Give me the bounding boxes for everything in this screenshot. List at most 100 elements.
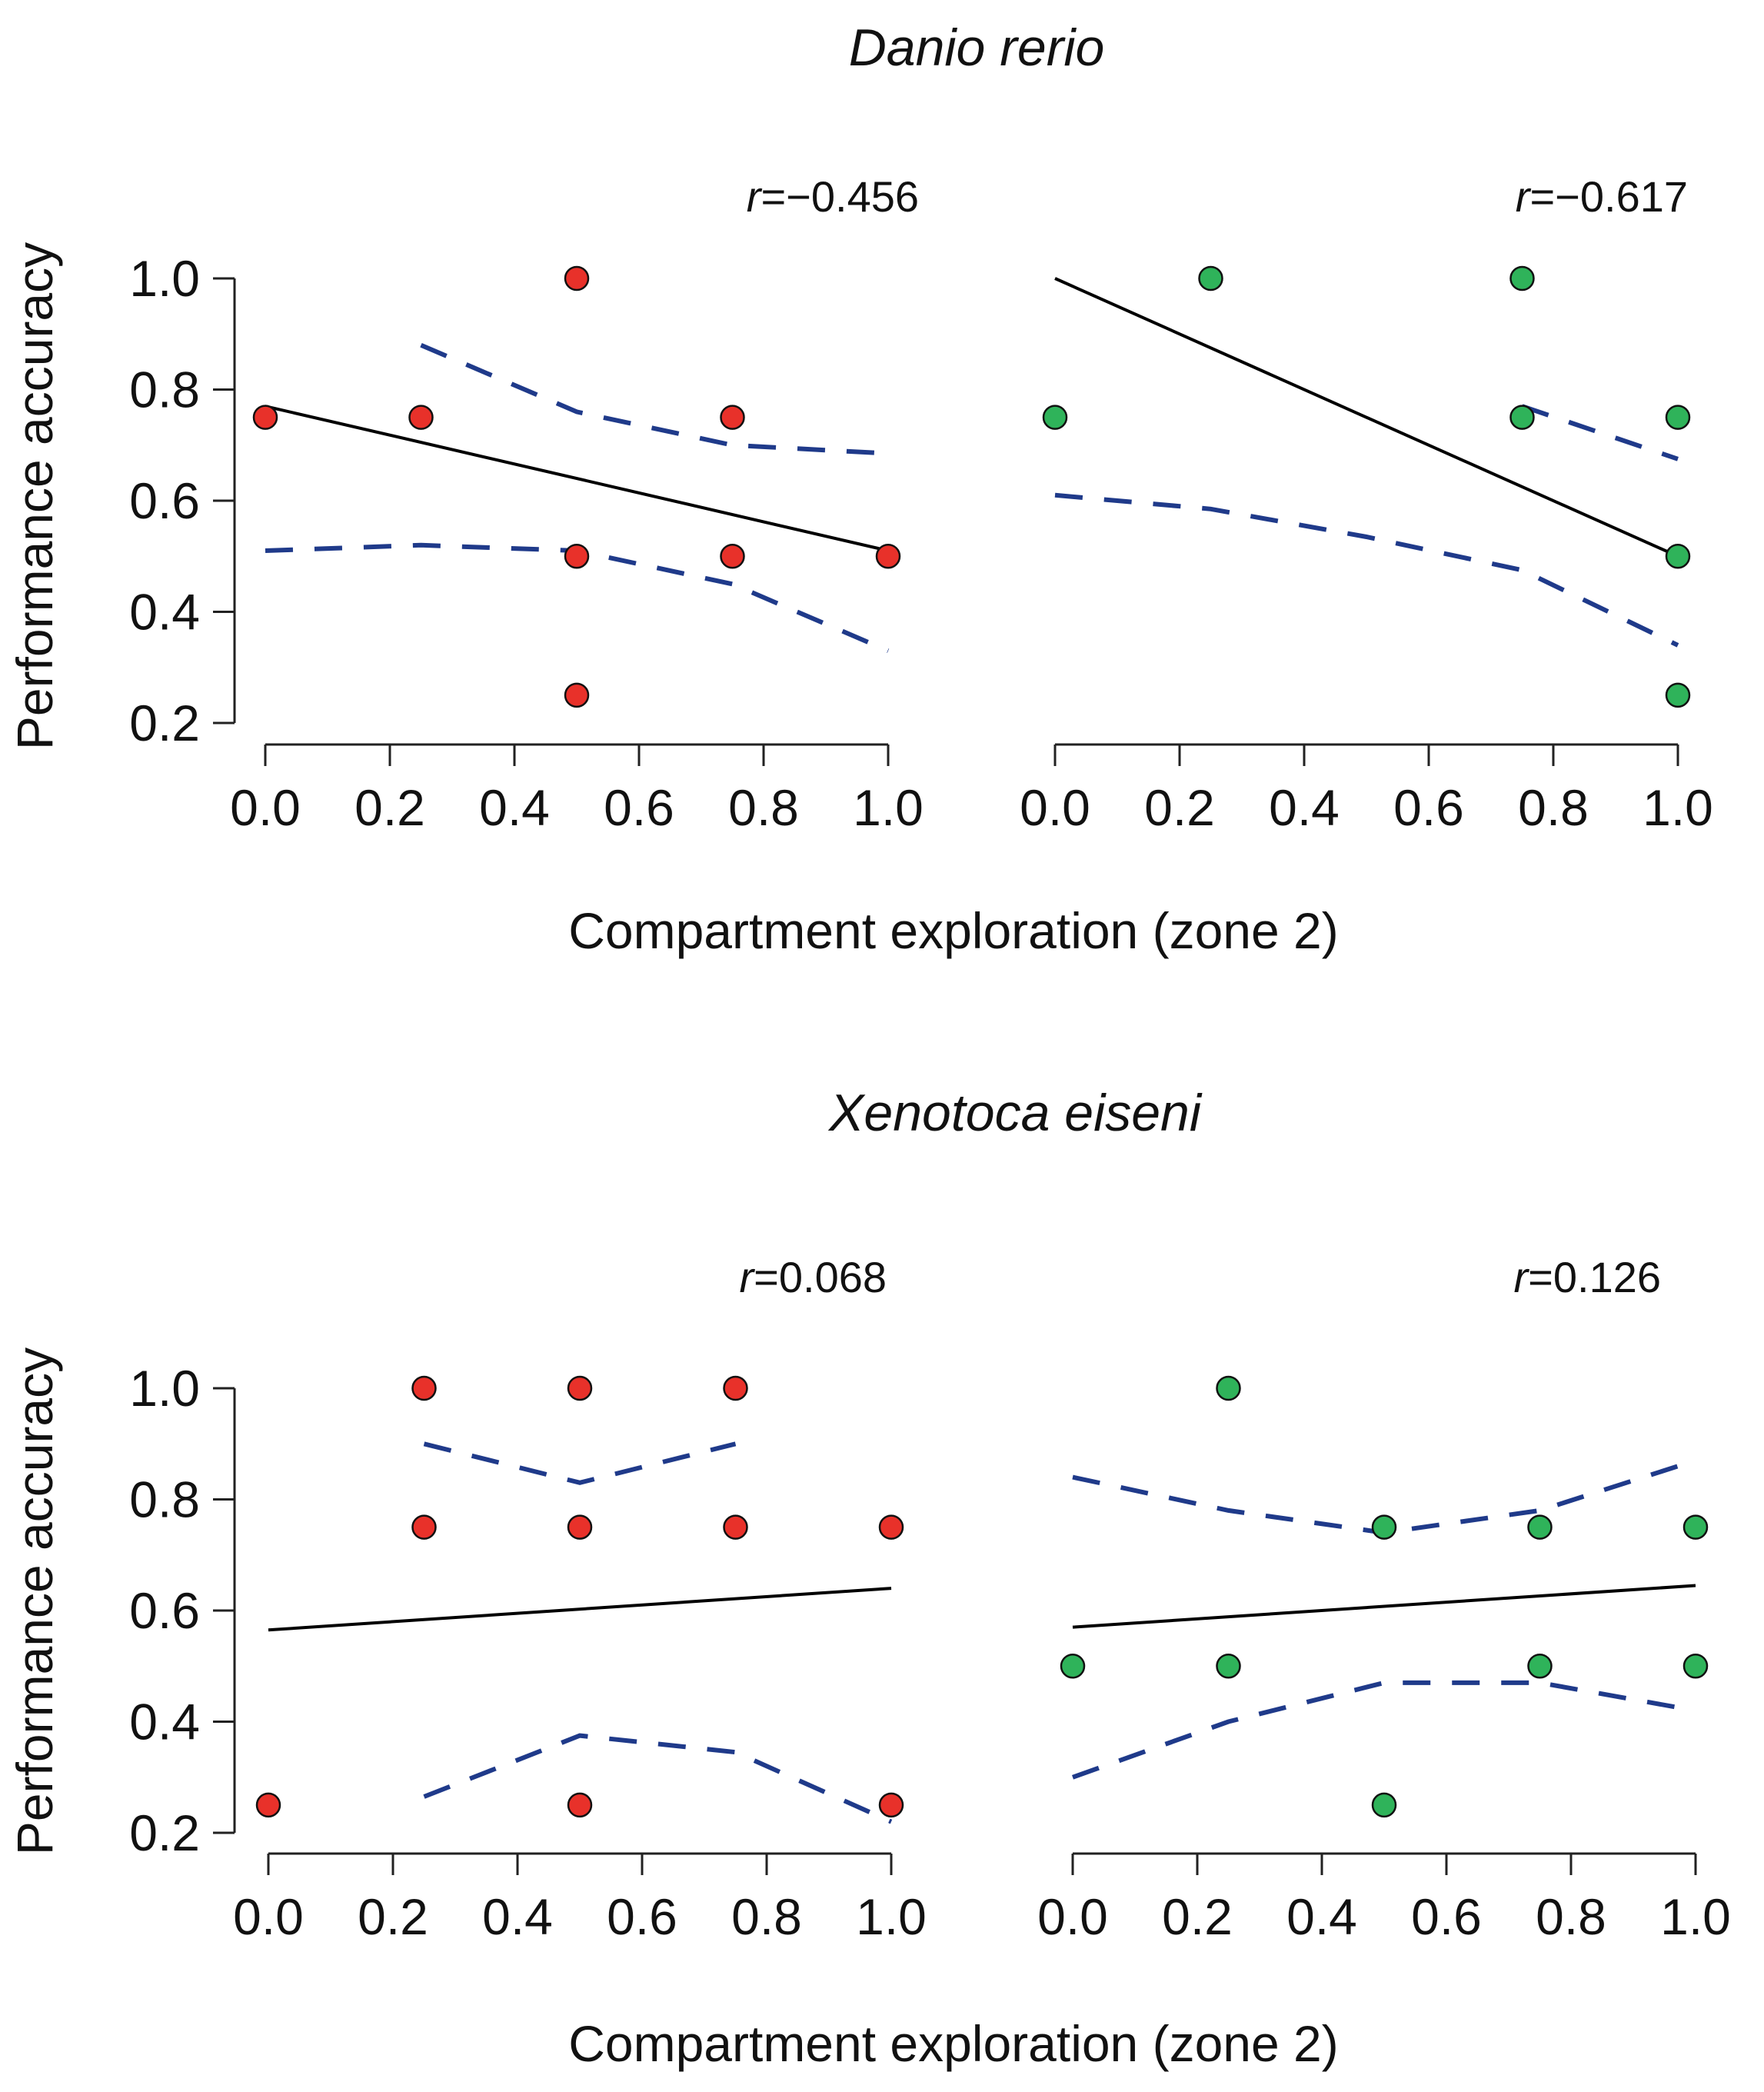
data-point (564, 265, 590, 291)
data-point (567, 1792, 593, 1818)
y-tick-label: 0.4 (129, 1694, 200, 1751)
data-point (723, 1375, 748, 1401)
data-point (1216, 1375, 1241, 1401)
data-point (1216, 1654, 1241, 1679)
data-point (411, 1375, 437, 1401)
data-point (411, 1514, 437, 1540)
x-axis-title-danio: Compartment exploration (zone 2) (568, 902, 1338, 959)
x-tick-label: 0.6 (607, 1888, 677, 1945)
data-point (1198, 265, 1223, 291)
x-tick-label: 0.2 (354, 779, 425, 836)
data-point (1665, 405, 1691, 430)
plot-danio-rerio-green: r=−0.617 0.0 0.2 0.4 0.6 0.8 1.0 (1020, 172, 1713, 836)
data-point (564, 544, 590, 569)
y-tick-label: 1.0 (129, 250, 200, 307)
correlation-value: =−0.456 (761, 172, 919, 221)
x-tick-label: 0.8 (1536, 1888, 1606, 1945)
data-point (1665, 544, 1691, 569)
data-point (1042, 405, 1068, 430)
data-point (567, 1514, 593, 1540)
x-tick-label: 0.4 (482, 1888, 553, 1945)
x-tick-label: 0.0 (1037, 1888, 1108, 1945)
confidence-band-lower (1054, 492, 1679, 648)
data-point (1060, 1654, 1086, 1679)
correlation-symbol: r (740, 1253, 756, 1301)
data-point (1527, 1654, 1553, 1679)
x-tick-label: 0.0 (233, 1888, 304, 1945)
data-point (1371, 1792, 1397, 1818)
data-point (1682, 1654, 1709, 1679)
x-tick-label: 0.2 (1162, 1888, 1233, 1945)
x-tick-label: 0.8 (1518, 779, 1589, 836)
data-point (1509, 405, 1535, 430)
title-danio-rerio: Danio rerio (849, 18, 1105, 77)
data-point (255, 1792, 281, 1818)
data-point (1527, 1514, 1553, 1540)
data-point (720, 544, 745, 569)
x-tick-label: 1.0 (1660, 1888, 1731, 1945)
data-point (878, 1792, 904, 1818)
y-tick-label: 0.2 (129, 1804, 200, 1861)
x-tick-label: 0.2 (358, 1888, 428, 1945)
x-tick-label: 1.0 (853, 779, 924, 836)
data-point (720, 405, 745, 430)
y-tick-label: 0.2 (129, 695, 200, 751)
plot-xenotoca-eiseni-red: r=0.068 0.0 0.2 0.4 0.6 0.8 1.0 0.2 0.4 0.6 0.8 1.0 (129, 1253, 927, 1945)
correlation-symbol: r (747, 172, 763, 221)
confidence-band-upper (423, 1441, 737, 1485)
x-tick-label: 1.0 (1643, 779, 1713, 836)
data-point (1509, 265, 1535, 291)
y-axis-title-xenotoca: Performance accuracy (6, 1347, 63, 1855)
x-tick-label: 0.4 (1269, 779, 1340, 836)
y-tick-label: 1.0 (129, 1360, 200, 1417)
data-point (878, 1514, 904, 1540)
plot-danio-rerio-red: r=−0.456 0.0 0.2 0.4 0.6 0.8 1.0 0.2 0.4 0.6 0.8 1.… (129, 172, 924, 836)
x-tick-label: 0.6 (1393, 779, 1464, 836)
data-point (564, 682, 590, 708)
x-tick-label: 0.2 (1144, 779, 1215, 836)
regression-line (265, 405, 889, 552)
x-tick-label: 0.4 (1286, 1888, 1357, 1945)
y-tick-label: 0.4 (129, 584, 200, 641)
confidence-band-lower (423, 1733, 893, 1824)
regression-line (268, 1587, 892, 1632)
x-tick-label: 0.6 (604, 779, 674, 836)
correlation-symbol: r (1514, 1253, 1530, 1301)
correlation-value: =0.126 (1528, 1253, 1661, 1301)
x-axis-title-xenotoca: Compartment exploration (zone 2) (568, 2015, 1338, 2072)
y-tick-label: 0.6 (129, 472, 200, 529)
confidence-band-upper (1521, 404, 1679, 461)
correlation-value: =−0.617 (1529, 172, 1688, 221)
plot-xenotoca-eiseni-green: r=0.126 0.0 0.2 0.4 0.6 0.8 1.0 (1037, 1253, 1731, 1945)
data-point (875, 544, 901, 569)
correlation-label: r=0.068 (740, 1253, 887, 1301)
y-tick-label: 0.8 (129, 1471, 200, 1528)
regression-line (1072, 1584, 1696, 1629)
data-point (567, 1375, 593, 1401)
correlation-value: =0.068 (754, 1253, 887, 1301)
data-point (1371, 1514, 1397, 1540)
x-tick-label: 0.0 (1020, 779, 1090, 836)
confidence-band-upper (420, 342, 889, 456)
x-tick-label: 0.4 (479, 779, 550, 836)
regression-line (1054, 277, 1679, 558)
correlation-label: r=−0.617 (1516, 172, 1688, 221)
data-point (1682, 1514, 1709, 1540)
x-tick-label: 0.0 (230, 779, 301, 836)
x-tick-label: 0.8 (728, 779, 799, 836)
correlation-symbol: r (1516, 172, 1532, 221)
data-point (408, 405, 434, 430)
x-tick-label: 1.0 (856, 1888, 927, 1945)
correlation-label: r=−0.456 (747, 172, 919, 221)
data-point (252, 405, 278, 430)
correlation-label: r=0.126 (1514, 1253, 1662, 1301)
confidence-band-lower (1071, 1680, 1696, 1780)
data-point (1665, 682, 1691, 708)
y-tick-label: 0.6 (129, 1582, 200, 1639)
y-axis-title-danio: Performance accuracy (6, 242, 63, 750)
data-point (723, 1514, 748, 1540)
y-tick-label: 0.8 (129, 361, 200, 418)
x-tick-label: 0.8 (731, 1888, 802, 1945)
title-xenotoca-eiseni: Xenotoca eiseni (827, 1084, 1203, 1142)
